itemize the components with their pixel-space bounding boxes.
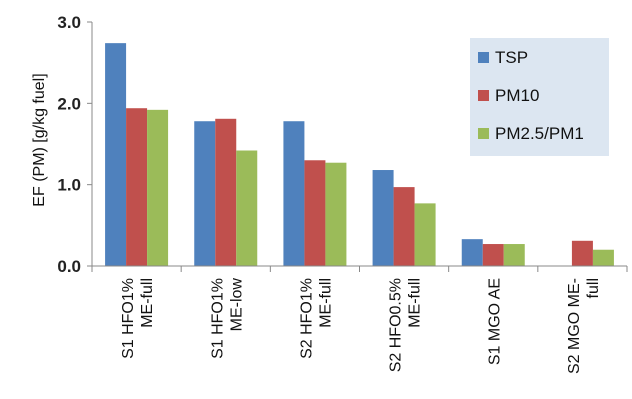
- bar-tsp-0: [105, 43, 127, 266]
- legend-label: PM10: [495, 86, 539, 105]
- bar-tsp-2: [283, 121, 305, 266]
- legend-label: PM2.5/PM1: [495, 124, 584, 143]
- bar-tsp-1: [194, 121, 216, 266]
- category-label: ME-full: [317, 278, 334, 328]
- category-label: S1 MGO AE: [486, 278, 503, 365]
- category-label: S1 HFO1%: [120, 278, 137, 359]
- y-tick-label: 3.0: [57, 13, 81, 32]
- category-label: S2 HFO1%: [298, 278, 315, 359]
- category-label: ME-low: [228, 278, 245, 332]
- y-tick-label: 2.0: [57, 94, 81, 113]
- bar-tsp-4: [461, 239, 483, 266]
- bar-pm2-5-pm1-4: [503, 244, 525, 266]
- category-labels: S1 HFO1% ME-full S1 HFO1% ME-low S2 HFO1% ME-…: [120, 278, 602, 374]
- category-label: S2 HFO0.5%: [388, 278, 405, 372]
- category-label: S1 HFO1%: [209, 278, 226, 359]
- bar-pm2-5-pm1-5: [592, 249, 614, 266]
- bar-pm2-5-pm1-2: [325, 162, 347, 266]
- category-label: full: [585, 278, 602, 298]
- bar-pm10-2: [304, 160, 326, 266]
- bar-pm10-5: [571, 240, 593, 266]
- category-label: ME-full: [407, 278, 424, 328]
- y-axis-label: EF (PM) [g/kg fuel]: [31, 73, 48, 206]
- axes-layer: [87, 21, 628, 272]
- legend: TSP PM10 PM2.5/PM1: [470, 38, 609, 156]
- bar-pm10-4: [482, 244, 504, 266]
- bar-pm10-1: [215, 118, 237, 266]
- y-tick-label: 0.0: [57, 257, 81, 276]
- bar-pm2-5-pm1-1: [236, 150, 258, 266]
- y-tick-labels: 0.0 1.0 2.0 3.0: [57, 13, 81, 276]
- legend-label: TSP: [495, 48, 528, 67]
- bars-layer: [105, 43, 614, 266]
- bar-pm10-0: [126, 108, 148, 266]
- legend-swatch-tsp: [478, 52, 489, 63]
- category-label: ME-full: [139, 278, 156, 328]
- legend-swatch-pm2-5-pm1: [478, 128, 489, 139]
- y-tick-label: 1.0: [57, 176, 81, 195]
- bar-pm2-5-pm1-3: [414, 203, 436, 266]
- legend-box: [470, 38, 609, 156]
- bar-pm2-5-pm1-0: [147, 109, 169, 266]
- bar-pm10-3: [393, 187, 415, 266]
- category-label: S2 MGO ME-: [566, 278, 583, 374]
- legend-swatch-pm10: [478, 90, 489, 101]
- bar-tsp-3: [372, 170, 394, 266]
